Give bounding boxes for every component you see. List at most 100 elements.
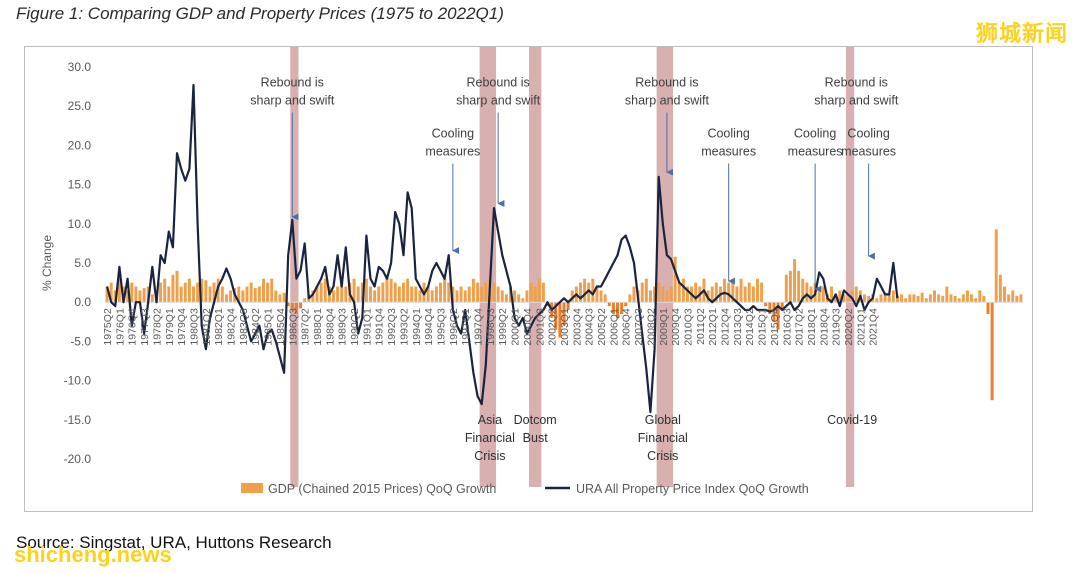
y-tick-label: 10.0 [68, 217, 92, 231]
gdp-bar [735, 286, 739, 303]
gdp-bar [743, 286, 747, 303]
x-tick-label: 1987Q2 [300, 308, 312, 346]
gdp-bar [793, 259, 797, 303]
gdp-bar [356, 286, 360, 303]
gdp-bar [957, 298, 961, 303]
gdp-bar [282, 292, 286, 303]
gdp-bar [1019, 294, 1023, 303]
gdp-bar [941, 295, 945, 303]
x-tick-label: 2020Q2 [843, 308, 855, 346]
gdp-bar [262, 278, 265, 303]
x-tick-label: 2012Q4 [720, 308, 732, 346]
x-tick-label: 2005Q2 [596, 308, 608, 346]
x-tick-label: 2017Q2 [794, 308, 806, 346]
gdp-bar [916, 295, 920, 303]
y-tick-label: 30.0 [68, 60, 92, 74]
x-tick-label: 1980Q3 [189, 308, 201, 346]
gdp-bar [406, 278, 410, 303]
gdp-bar [241, 290, 245, 303]
shaded-period-3 [529, 45, 542, 487]
shaded-period-4 [656, 45, 674, 487]
x-tick-label: 2006Q4 [621, 308, 633, 346]
annotation-label: Rebound is [825, 76, 888, 90]
x-tick-label: 2011Q2 [695, 308, 707, 345]
gdp-bar [117, 278, 121, 303]
gdp-bar [529, 282, 533, 303]
annotation-label: Cooling [707, 127, 749, 141]
gdp-bar [278, 294, 282, 303]
gdp-bar [344, 286, 348, 303]
x-tick-label: 2019Q3 [831, 308, 843, 346]
annotation-label: measures [425, 145, 480, 159]
gdp-bar [830, 286, 834, 303]
x-tick-label: 2015Q1 [757, 308, 769, 346]
event-label: Dotcom [514, 413, 557, 427]
gdp-bar [533, 286, 537, 303]
annotation-label: Rebound is [261, 76, 324, 90]
y-tick-label: -15.0 [64, 413, 92, 427]
y-tick-label: 25.0 [68, 99, 92, 113]
gdp-bar [253, 288, 257, 303]
gdp-bar [895, 295, 899, 303]
gdp-bar [723, 278, 727, 303]
x-tick-label: 1988Q1 [312, 308, 324, 346]
gdp-bar [924, 298, 928, 303]
gdp-bar [311, 290, 315, 303]
x-tick-label: 1994Q4 [423, 308, 435, 346]
gdp-bar [274, 290, 278, 303]
gdp-bar [994, 229, 998, 303]
x-tick-label: 2021Q1 [855, 308, 867, 346]
gdp-bar [286, 302, 290, 307]
gdp-bar [681, 278, 685, 303]
gdp-bar [710, 286, 714, 303]
gdp-bar [961, 294, 965, 303]
gdp-bar [611, 302, 615, 314]
x-tick-label: 2014Q2 [744, 308, 756, 346]
gdp-bar [220, 286, 224, 303]
event-label: Global [645, 413, 681, 427]
gdp-bar [1015, 295, 1019, 303]
legend-label-gdp: GDP (Chained 2015 Prices) QoQ Growth [268, 482, 496, 496]
gdp-bar [459, 286, 463, 303]
x-tick-label: 1983Q3 [238, 308, 250, 346]
y-axis: 30.0 25.0 20.0 15.0 10.0 5.0 0.0 -5.0 -10.0 -15.0… [40, 60, 91, 466]
gdp-bar [673, 256, 677, 303]
annotation-label: sharp and swift [456, 94, 541, 108]
y-axis-title: % Change [40, 235, 54, 291]
gdp-bar [949, 294, 953, 303]
gdp-bar [788, 270, 792, 303]
figure-title: Figure 1: Comparing GDP and Property Pri… [16, 4, 504, 23]
event-label: Asia [478, 413, 502, 427]
x-tick-label: 1976Q4 [127, 308, 139, 346]
gdp-bar [315, 286, 319, 303]
x-tick-label: 2001Q3 [534, 308, 546, 346]
gdp-bar [175, 270, 179, 303]
event-label: Covid-19 [827, 413, 877, 427]
gdp-bar [863, 294, 866, 303]
gdp-bar [714, 282, 718, 303]
gdp-bar [912, 294, 916, 303]
gdp-bar [484, 282, 488, 303]
price-line [106, 83, 899, 414]
gdp-bar [204, 280, 208, 303]
gdp-bar [105, 286, 109, 303]
event-label: Financial [465, 431, 515, 445]
shaded-periods [290, 45, 855, 487]
x-tick-label: 1979Q1 [164, 308, 176, 346]
gdp-bar [809, 286, 813, 303]
gdp-bar [167, 286, 171, 303]
gdp-bar [583, 278, 587, 303]
gdp-bar [290, 302, 294, 311]
gdp-bar [410, 286, 414, 303]
gdp-bar [603, 294, 607, 303]
gdp-bar [150, 294, 154, 303]
annotation-label: sharp and swift [250, 94, 335, 108]
gdp-bar [257, 286, 261, 303]
gdp-bar [653, 286, 657, 303]
gdp-bar [521, 298, 525, 303]
gdp-bar [591, 278, 595, 303]
gdp-bar [900, 294, 904, 303]
x-tick-label: 2018Q1 [806, 308, 818, 346]
gdp-bar [776, 302, 780, 330]
gdp-bar [760, 282, 764, 303]
